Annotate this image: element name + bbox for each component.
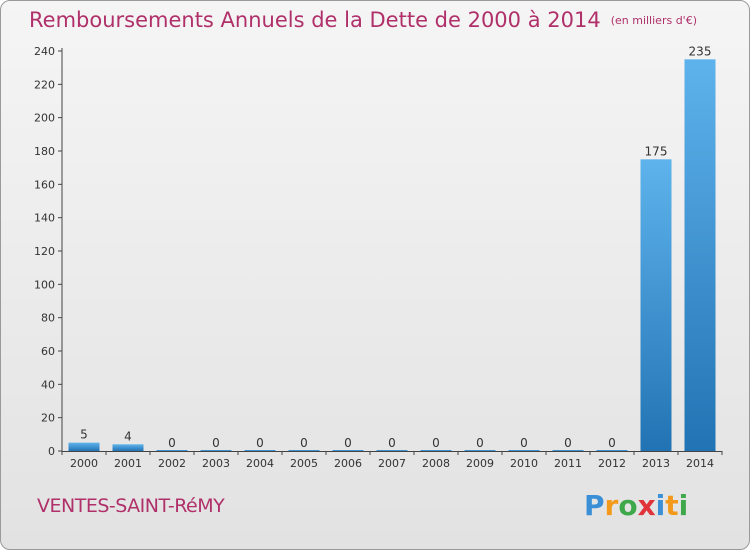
logo-letter-r: r	[604, 489, 619, 522]
x-tick-label-2009: 2009	[466, 457, 494, 470]
data-label-2010: 0	[520, 436, 528, 450]
data-label-2004: 0	[256, 436, 264, 450]
x-tick-label-2011: 2011	[554, 457, 582, 470]
y-tick-label: 20	[41, 412, 55, 425]
logo-letter-i2: i	[678, 489, 689, 522]
bar-2013	[640, 159, 672, 452]
bar-2001	[112, 444, 144, 451]
bar-2012	[596, 450, 628, 451]
x-tick-label-2012: 2012	[598, 457, 626, 470]
y-tick-label: 60	[41, 345, 55, 358]
town-name: VENTES-SAINT-RéMY	[37, 495, 225, 517]
data-label-2005: 0	[300, 436, 308, 450]
y-tick-label: 80	[41, 312, 55, 325]
x-tick-label-2014: 2014	[686, 457, 714, 470]
y-tick-label: 220	[34, 78, 55, 91]
bar-2011	[552, 450, 584, 451]
x-tick-label-2003: 2003	[202, 457, 230, 470]
data-label-2012: 0	[608, 436, 616, 450]
logo-letter-x: x	[637, 489, 656, 522]
logo-letter-o: o	[618, 489, 638, 522]
y-tick-label: 140	[34, 212, 55, 225]
data-label-2013: 175	[645, 144, 668, 158]
y-tick-label: 240	[34, 45, 55, 58]
data-label-2011: 0	[564, 436, 572, 450]
bar-2005	[288, 450, 320, 451]
logo-letter-p: P	[584, 489, 605, 522]
data-label-2007: 0	[388, 436, 396, 450]
y-tick-label: 40	[41, 378, 55, 391]
bar-2002	[156, 450, 188, 451]
y-tick-label: 160	[34, 178, 55, 191]
data-label-2006: 0	[344, 436, 352, 450]
data-label-2014: 235	[689, 44, 712, 58]
data-label-2000: 5	[80, 428, 88, 442]
x-tick-label-2008: 2008	[422, 457, 450, 470]
bar-2007	[376, 450, 408, 451]
x-tick-label-2010: 2010	[510, 457, 538, 470]
chart-title: Remboursements Annuels de la Dette de 20…	[29, 8, 697, 32]
x-tick-label-2007: 2007	[378, 457, 406, 470]
bar-2006	[332, 450, 364, 451]
x-tick-label-2001: 2001	[114, 457, 142, 470]
data-label-2003: 0	[212, 436, 220, 450]
bar-2003	[200, 450, 232, 451]
bar-2009	[464, 450, 496, 451]
y-tick-label: 180	[34, 145, 55, 158]
x-tick-label-2004: 2004	[246, 457, 274, 470]
y-tick-label: 200	[34, 112, 55, 125]
y-tick-label: 0	[48, 445, 55, 458]
bar-2000	[68, 442, 100, 451]
chart-title-text: Remboursements Annuels de la Dette de 20…	[29, 8, 601, 32]
x-tick-label-2000: 2000	[70, 457, 98, 470]
y-tick-label: 120	[34, 245, 55, 258]
bar-2010	[508, 450, 540, 451]
proxiti-logo: Proxiti	[584, 489, 688, 522]
data-label-2008: 0	[432, 436, 440, 450]
x-tick-label-2013: 2013	[642, 457, 670, 470]
logo-letter-t: t	[665, 489, 679, 522]
chart-unit: (en milliers d'€)	[610, 14, 697, 27]
bar-2004	[244, 450, 276, 451]
bar-2014	[684, 59, 716, 451]
x-tick-label-2005: 2005	[290, 457, 318, 470]
x-tick-label-2002: 2002	[158, 457, 186, 470]
data-label-2001: 4	[124, 429, 132, 443]
bar-2008	[420, 450, 452, 451]
data-label-2002: 0	[168, 436, 176, 450]
logo-letter-i: i	[655, 489, 666, 522]
data-label-2009: 0	[476, 436, 484, 450]
x-tick-label-2006: 2006	[334, 457, 362, 470]
y-tick-label: 100	[34, 278, 55, 291]
